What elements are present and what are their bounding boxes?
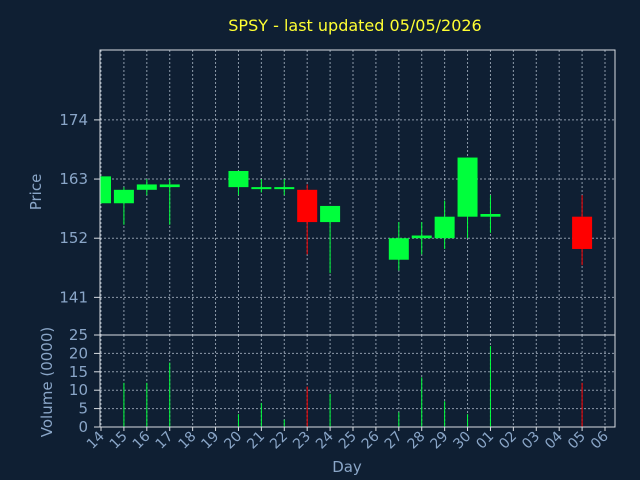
- x-tick-label: 06: [588, 428, 612, 452]
- x-tick-label: 04: [542, 428, 566, 452]
- price-tick-label: 141: [59, 288, 88, 306]
- x-tick-label: 22: [267, 429, 291, 453]
- x-axis-label: Day: [332, 458, 362, 476]
- candle-body: [320, 205, 341, 223]
- x-tick-label: 17: [153, 429, 177, 453]
- x-tick-label: 28: [405, 429, 429, 453]
- x-tick-label: 05: [565, 429, 589, 453]
- x-tick-label: 01: [473, 429, 497, 453]
- volume-tick-label: 10: [69, 381, 88, 399]
- candles: [100, 157, 593, 274]
- candle-body: [434, 216, 455, 239]
- candle-body: [457, 157, 478, 217]
- candle-body: [100, 176, 111, 204]
- volume-grid: [100, 335, 615, 427]
- price-grid: [100, 50, 615, 335]
- volume-tick-label: 15: [69, 363, 88, 381]
- volume-panel-frame: [99, 334, 616, 428]
- chart-title: SPSY - last updated 05/05/2026: [228, 16, 481, 35]
- x-tick-label: 16: [130, 428, 154, 452]
- candle-body: [572, 216, 593, 249]
- x-tick-label: 20: [221, 429, 245, 453]
- price-ticks: 141 152 163 174: [59, 111, 100, 306]
- volume-tick-label: 25: [69, 326, 88, 344]
- x-tick-label: 29: [428, 429, 452, 453]
- candle-body: [228, 170, 249, 188]
- price-tick-label: 152: [59, 229, 88, 247]
- volume-tick-label: 0: [78, 418, 88, 436]
- x-tick-label: 23: [290, 429, 314, 453]
- x-tick-label: 03: [519, 429, 543, 453]
- candle-body: [159, 184, 180, 188]
- x-tick-label: 15: [107, 429, 131, 453]
- x-tick-label: 24: [313, 428, 337, 452]
- price-panel-frame: [99, 49, 616, 336]
- candle-body: [251, 187, 272, 190]
- x-ticks: 1415161718192021222324252627282930010203…: [84, 427, 612, 452]
- candle-body: [388, 238, 409, 260]
- x-tick-label: 19: [198, 429, 222, 453]
- candle-body: [480, 214, 501, 217]
- x-tick-label: 25: [336, 429, 360, 453]
- candle-body: [274, 187, 295, 190]
- x-tick-label: 02: [496, 429, 520, 453]
- price-axis-label: Price: [27, 174, 45, 211]
- volume-tick-label: 5: [78, 400, 88, 418]
- candle-body: [411, 235, 432, 239]
- volume-bars: [123, 346, 583, 427]
- price-tick-label: 163: [59, 170, 88, 188]
- x-tick-label: 27: [382, 429, 406, 453]
- x-tick-label: 18: [176, 429, 200, 453]
- x-tick-label: 21: [244, 429, 268, 453]
- candle-body: [297, 189, 318, 223]
- candle-body: [136, 184, 157, 190]
- x-tick-label: 30: [450, 429, 474, 453]
- price-tick-label: 174: [59, 111, 88, 129]
- volume-axis-label: Volume (0000): [38, 327, 56, 437]
- volume-tick-label: 20: [69, 344, 88, 362]
- candle-body: [113, 189, 134, 204]
- x-tick-label: 26: [359, 428, 383, 452]
